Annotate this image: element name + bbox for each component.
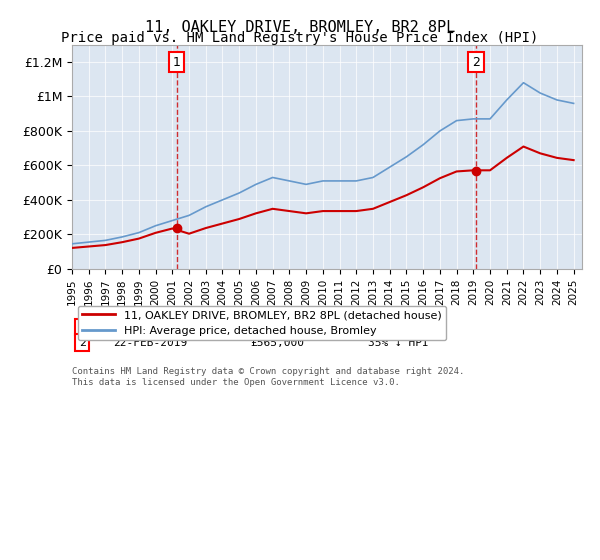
Text: 22-FEB-2019: 22-FEB-2019	[113, 338, 187, 348]
Text: 1: 1	[173, 55, 181, 68]
Text: 35% ↓ HPI: 35% ↓ HPI	[368, 338, 428, 348]
Text: 11, OAKLEY DRIVE, BROMLEY, BR2 8PL: 11, OAKLEY DRIVE, BROMLEY, BR2 8PL	[145, 20, 455, 35]
Text: Contains HM Land Registry data © Crown copyright and database right 2024.
This d: Contains HM Land Registry data © Crown c…	[72, 367, 464, 387]
Legend: 11, OAKLEY DRIVE, BROMLEY, BR2 8PL (detached house), HPI: Average price, detache: 11, OAKLEY DRIVE, BROMLEY, BR2 8PL (deta…	[77, 306, 446, 340]
Text: 26% ↓ HPI: 26% ↓ HPI	[368, 322, 428, 332]
Text: £565,000: £565,000	[251, 338, 305, 348]
Text: 1: 1	[79, 322, 86, 332]
Text: Price paid vs. HM Land Registry's House Price Index (HPI): Price paid vs. HM Land Registry's House …	[61, 31, 539, 45]
Text: 2: 2	[472, 55, 480, 68]
Text: 2: 2	[79, 338, 86, 348]
Text: £238,000: £238,000	[251, 322, 305, 332]
Text: 30-MAR-2001: 30-MAR-2001	[113, 322, 187, 332]
